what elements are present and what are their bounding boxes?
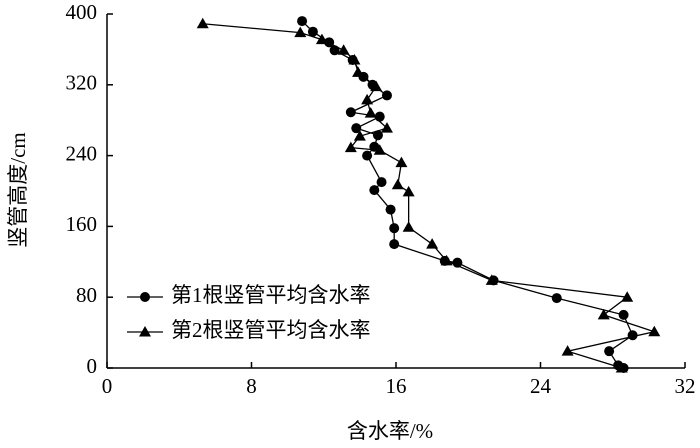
- y-tick-label: 80: [76, 283, 97, 307]
- triangle-marker: [348, 54, 361, 65]
- triangle-marker: [402, 185, 415, 197]
- circle-marker: [307, 26, 318, 37]
- circle-marker: [345, 107, 356, 118]
- triangle-marker: [561, 345, 574, 356]
- triangle-marker: [315, 33, 328, 45]
- legend-label: 第2根竖管平均含水率: [171, 318, 371, 342]
- triangle-marker: [597, 308, 610, 320]
- triangle-marker: [352, 66, 365, 77]
- triangle-marker: [380, 122, 393, 133]
- triangle-marker: [402, 221, 415, 232]
- triangle-marker: [361, 93, 374, 105]
- circle-marker: [551, 293, 562, 304]
- triangle-marker: [370, 80, 383, 92]
- triangle-marker: [485, 274, 498, 285]
- circle-marker: [385, 204, 396, 215]
- triangle-marker: [337, 44, 350, 55]
- y-tick-label: 320: [66, 71, 98, 95]
- y-tick-label: 400: [66, 0, 98, 24]
- triangle-marker: [196, 17, 209, 29]
- circle-marker: [389, 239, 400, 250]
- circle-marker: [376, 177, 387, 188]
- circle-marker: [381, 90, 392, 101]
- x-tick-label: 24: [530, 374, 552, 398]
- triangle-marker: [426, 238, 439, 249]
- triangle-marker: [615, 362, 628, 373]
- x-tick-label: 8: [246, 374, 257, 398]
- y-axis-label: 竖管高度/cm: [6, 132, 30, 248]
- series-line: [301, 20, 634, 369]
- triangle-marker: [395, 156, 408, 168]
- x-tick-label: 32: [675, 374, 696, 398]
- triangle-marker: [621, 291, 634, 302]
- triangle-marker: [353, 130, 366, 141]
- triangle-marker: [139, 326, 151, 337]
- legend-label: 第1根竖管平均含水率: [171, 283, 371, 307]
- triangle-marker: [294, 26, 307, 38]
- circle-marker: [618, 309, 629, 320]
- circle-marker: [140, 292, 150, 302]
- circle-marker: [362, 150, 373, 161]
- series-line: [202, 23, 657, 369]
- circle-marker: [329, 45, 340, 56]
- y-tick-label: 160: [66, 212, 98, 236]
- circle-marker: [374, 111, 385, 122]
- y-tick-label: 240: [66, 141, 98, 165]
- triangle-marker: [440, 254, 453, 266]
- circle-marker: [389, 223, 400, 234]
- circle-marker: [372, 130, 383, 141]
- triangle-marker: [344, 141, 357, 153]
- y-tick-label: 0: [87, 354, 98, 378]
- triangle-marker: [391, 178, 404, 190]
- x-tick-label: 16: [386, 374, 407, 398]
- triangle-marker: [364, 107, 377, 118]
- circle-marker: [604, 346, 615, 357]
- x-tick-label: 0: [102, 374, 113, 398]
- circle-marker: [297, 16, 308, 27]
- circle-marker: [351, 123, 362, 134]
- triangle-marker: [648, 325, 661, 337]
- triangle-marker: [373, 144, 386, 155]
- x-axis-label: 含水率/%: [347, 419, 433, 443]
- circle-marker: [369, 185, 380, 196]
